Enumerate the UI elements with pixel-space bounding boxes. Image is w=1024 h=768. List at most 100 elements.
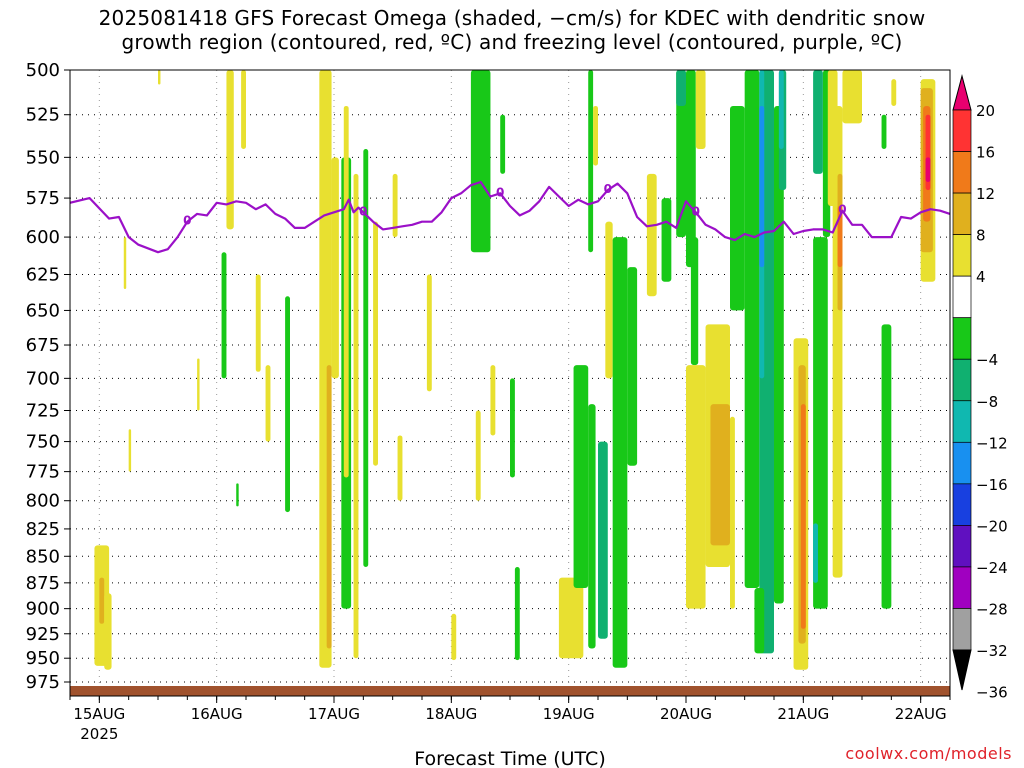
omega-cell bbox=[470, 70, 491, 253]
omega-shading bbox=[94, 70, 936, 670]
omega-cell bbox=[99, 577, 105, 624]
omega-cell bbox=[475, 410, 481, 501]
colorbar-segment bbox=[952, 109, 972, 152]
omega-cell bbox=[500, 114, 506, 174]
omega-cell bbox=[588, 70, 594, 253]
omega-cell bbox=[612, 237, 628, 668]
y-tick-label: 575 bbox=[26, 188, 60, 209]
colorbar-label: −20 bbox=[976, 517, 1008, 535]
y-tick-label: 625 bbox=[26, 264, 60, 285]
freezing-level-label: 0 bbox=[359, 204, 367, 218]
colorbar-segment bbox=[952, 234, 972, 277]
chart-title: 2025081418 GFS Forecast Omega (shaded, −… bbox=[0, 6, 1024, 54]
colorbar-segment bbox=[952, 192, 972, 235]
omega-cell bbox=[451, 613, 457, 661]
omega-cell bbox=[326, 365, 332, 649]
y-tick-label: 875 bbox=[26, 573, 60, 594]
omega-cell bbox=[158, 70, 161, 85]
ground-surface bbox=[70, 686, 950, 696]
omega-cell bbox=[397, 435, 403, 501]
colorbar-segment bbox=[952, 317, 972, 360]
colorbar-segment bbox=[952, 275, 972, 319]
omega-cell bbox=[661, 198, 672, 282]
omega-cell bbox=[598, 441, 608, 639]
omega-cell bbox=[925, 157, 931, 183]
colorbar-label: −8 bbox=[976, 393, 998, 411]
y-tick-label: 800 bbox=[26, 491, 60, 512]
colorbar-label: −12 bbox=[976, 434, 1008, 452]
y-tick-label: 900 bbox=[26, 599, 60, 620]
x-tick-label: 18AUG bbox=[425, 705, 477, 723]
colorbar-segment bbox=[952, 566, 972, 609]
omega-cell bbox=[197, 358, 200, 411]
x-tick-label: 20AUG bbox=[660, 705, 712, 723]
omega-cell bbox=[588, 404, 596, 649]
y-tick-label: 675 bbox=[26, 335, 60, 356]
colorbar-segment bbox=[952, 525, 972, 568]
omega-cell bbox=[226, 70, 234, 230]
x-tick-label: 22AUG bbox=[895, 705, 947, 723]
omega-cell bbox=[627, 267, 638, 466]
y-tick-label: 850 bbox=[26, 546, 60, 567]
omega-cell bbox=[392, 173, 398, 238]
omega-cell bbox=[510, 378, 515, 478]
omega-cell bbox=[686, 365, 706, 609]
omega-cell bbox=[123, 237, 127, 290]
colorbar-label: −28 bbox=[976, 600, 1008, 618]
freezing-level-label: 0 bbox=[183, 214, 191, 228]
omega-cell bbox=[255, 274, 261, 372]
omega-cell bbox=[813, 237, 828, 609]
omega-cell bbox=[676, 70, 686, 106]
omega-cell bbox=[676, 70, 686, 238]
x-axis-label: Forecast Time (UTC) bbox=[414, 748, 605, 768]
omega-cell bbox=[373, 221, 378, 466]
omega-cell bbox=[514, 566, 520, 661]
site-watermark: coolwx.com/models bbox=[845, 744, 1012, 763]
omega-cell bbox=[730, 416, 735, 609]
omega-cell bbox=[744, 70, 760, 589]
omega-cell bbox=[104, 593, 112, 670]
freezing-level-label: 0 bbox=[496, 185, 504, 199]
omega-cell bbox=[646, 173, 657, 297]
colorbar-label: −36 bbox=[976, 684, 1008, 702]
omega-cell bbox=[426, 274, 432, 392]
x-tick-label: 16AUG bbox=[191, 705, 243, 723]
y-tick-label: 975 bbox=[26, 672, 60, 693]
omega-cell bbox=[730, 105, 745, 311]
omega-cell bbox=[331, 157, 339, 379]
x-tick-label: 19AUG bbox=[543, 705, 595, 723]
omega-cell bbox=[353, 173, 359, 659]
x-tick-sublabel: 2025 bbox=[80, 725, 118, 743]
omega-cell bbox=[778, 70, 784, 149]
freezing-level-label: 0 bbox=[604, 182, 612, 196]
y-tick-label: 950 bbox=[26, 648, 60, 669]
omega-cell bbox=[343, 105, 349, 478]
y-tick-label: 750 bbox=[26, 432, 60, 453]
colorbar-label: −16 bbox=[976, 476, 1008, 494]
colorbar-segment bbox=[952, 483, 972, 526]
colorbar-label: 8 bbox=[976, 227, 986, 245]
omega-cell bbox=[285, 296, 290, 513]
y-tick-label: 525 bbox=[26, 105, 60, 126]
y-tick-label: 550 bbox=[26, 147, 60, 168]
omega-cell bbox=[128, 429, 132, 472]
colorbar-label: 12 bbox=[976, 185, 995, 203]
colorbar-segment bbox=[952, 400, 972, 443]
omega-cell bbox=[881, 114, 887, 149]
x-tick-label: 21AUG bbox=[777, 705, 829, 723]
chart-title-line2: growth region (contoured, red, ºC) and f… bbox=[121, 30, 903, 54]
omega-cell bbox=[813, 70, 823, 174]
colorbar: 20 16 12 8 4 −4 −8 −12 −16 −20 −24 −28 −32 −36 bbox=[952, 74, 1008, 702]
omega-cell bbox=[241, 70, 246, 149]
x-tick-label: 15AUG bbox=[73, 705, 125, 723]
omega-cell bbox=[490, 365, 496, 436]
colorbar-label: −4 bbox=[976, 351, 998, 369]
colorbar-segment bbox=[952, 441, 972, 485]
colorbar-segment bbox=[952, 151, 972, 194]
colorbar-bottom-arrow bbox=[952, 649, 972, 691]
omega-cell bbox=[265, 365, 271, 442]
colorbar-label: 16 bbox=[976, 144, 995, 162]
omega-cell bbox=[710, 404, 730, 546]
freezing-level-contour: 0 0 0 0 0 0 bbox=[70, 180, 950, 254]
